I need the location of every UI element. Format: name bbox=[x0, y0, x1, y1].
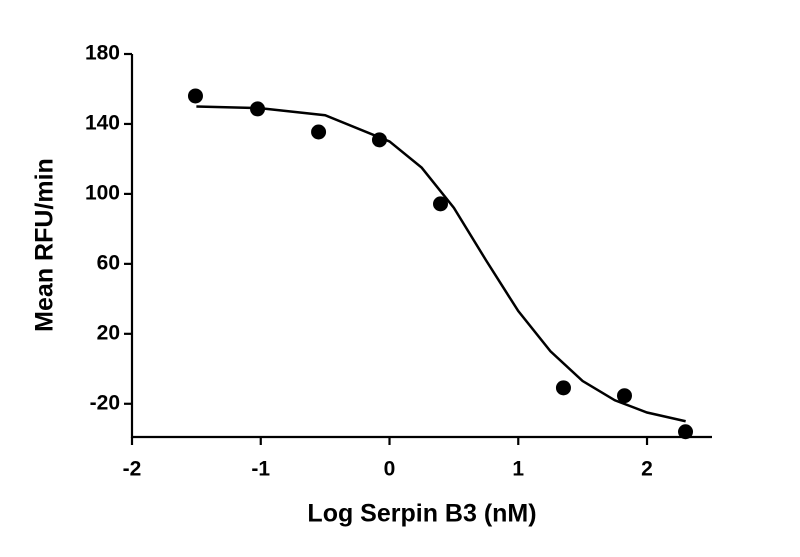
x-tick-label: 0 bbox=[384, 458, 396, 481]
y-axis-title: Mean RFU/min bbox=[31, 158, 59, 332]
data-point bbox=[311, 124, 327, 140]
fit-curve bbox=[196, 105, 686, 423]
y-tick-label: 180 bbox=[85, 42, 120, 65]
x-tick-label: -1 bbox=[251, 458, 270, 481]
y-tick-label: 140 bbox=[85, 112, 120, 135]
x-axis-title: Log Serpin B3 (nM) bbox=[307, 500, 536, 528]
data-point bbox=[250, 101, 266, 117]
x-tick-label: 1 bbox=[512, 458, 524, 481]
x-tick-label: -2 bbox=[123, 458, 142, 481]
data-point bbox=[371, 132, 387, 148]
data-point bbox=[678, 424, 694, 440]
data-point bbox=[616, 388, 632, 404]
y-tick-label: 60 bbox=[97, 251, 120, 274]
data-point bbox=[432, 196, 448, 212]
y-tick-label: 100 bbox=[85, 181, 120, 204]
y-tick-label: 20 bbox=[97, 321, 120, 344]
data-point bbox=[187, 88, 203, 104]
y-tick-label: -20 bbox=[90, 391, 120, 414]
data-point bbox=[555, 380, 571, 396]
x-tick-label: 2 bbox=[641, 458, 653, 481]
